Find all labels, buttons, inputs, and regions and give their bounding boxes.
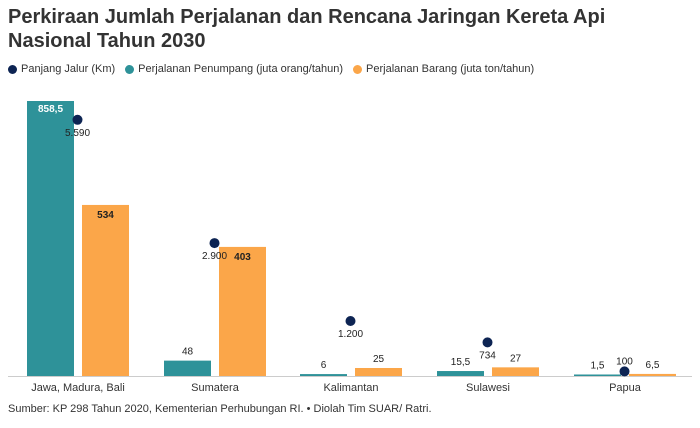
legend-item-rail-length: Panjang Jalur (Km) [8, 63, 115, 75]
x-tick-label: Sumatera [191, 382, 240, 394]
legend-item-passenger: Perjalanan Penumpang (juta orang/tahun) [125, 63, 343, 75]
data-label-freight: 534 [97, 210, 114, 221]
legend-label-passenger: Perjalanan Penumpang (juta orang/tahun) [138, 63, 344, 75]
dot-rail-length [209, 238, 220, 249]
x-tick-label: Sulawesi [466, 382, 510, 394]
dot-rail-length [482, 337, 493, 348]
legend-swatch-freight [353, 64, 363, 74]
legend-item-freight: Perjalanan Barang (juta ton/tahun) [353, 63, 534, 75]
data-label-rail-length: 100 [616, 356, 633, 367]
legend: Panjang Jalur (Km) Perjalanan Penumpang … [8, 61, 544, 77]
chart-title: Perkiraan Jumlah Perjalanan dan Rencana … [8, 6, 606, 52]
data-label-passenger: 1,5 [591, 361, 605, 372]
data-label-freight: 403 [234, 252, 251, 263]
bar-passenger [27, 101, 74, 376]
x-tick-label: Papua [609, 382, 642, 394]
data-label-passenger: 6 [321, 360, 327, 371]
bar-freight [219, 246, 266, 376]
data-label-freight: 6,5 [646, 360, 660, 371]
bar-passenger [437, 371, 484, 376]
legend-label-freight: Perjalanan Barang (juta ton/tahun) [366, 63, 535, 75]
dot-rail-length [345, 316, 356, 326]
x-tick-label: Kalimantan [323, 382, 378, 394]
legend-swatch-passenger [125, 64, 135, 74]
data-label-freight: 25 [373, 354, 385, 365]
data-label-passenger: 15,5 [451, 357, 471, 368]
legend-swatch-rail-length [8, 64, 17, 74]
data-label-rail-length: 734 [479, 350, 496, 361]
data-label-rail-length: 5.590 [65, 128, 90, 139]
bar-freight [492, 367, 539, 376]
data-label-freight: 27 [510, 353, 522, 364]
data-label-rail-length: 2.900 [202, 251, 227, 262]
legend-label-rail-length: Panjang Jalur (Km) [21, 63, 116, 75]
source-note: Sumber: KP 298 Tahun 2020, Kementerian P… [8, 403, 432, 415]
bar-freight [629, 373, 676, 376]
dot-rail-length [619, 366, 630, 377]
bar-passenger [164, 360, 211, 376]
data-label-passenger: 48 [182, 347, 194, 358]
bar-passenger [300, 374, 347, 376]
data-label-passenger: 858,5 [38, 104, 63, 115]
x-tick-label: Jawa, Madura, Bali [31, 382, 125, 394]
bar-freight [355, 367, 402, 376]
bar-freight [82, 204, 129, 376]
bar-passenger [574, 374, 621, 376]
data-label-rail-length: 1.200 [338, 329, 363, 340]
dot-rail-length [72, 114, 83, 125]
